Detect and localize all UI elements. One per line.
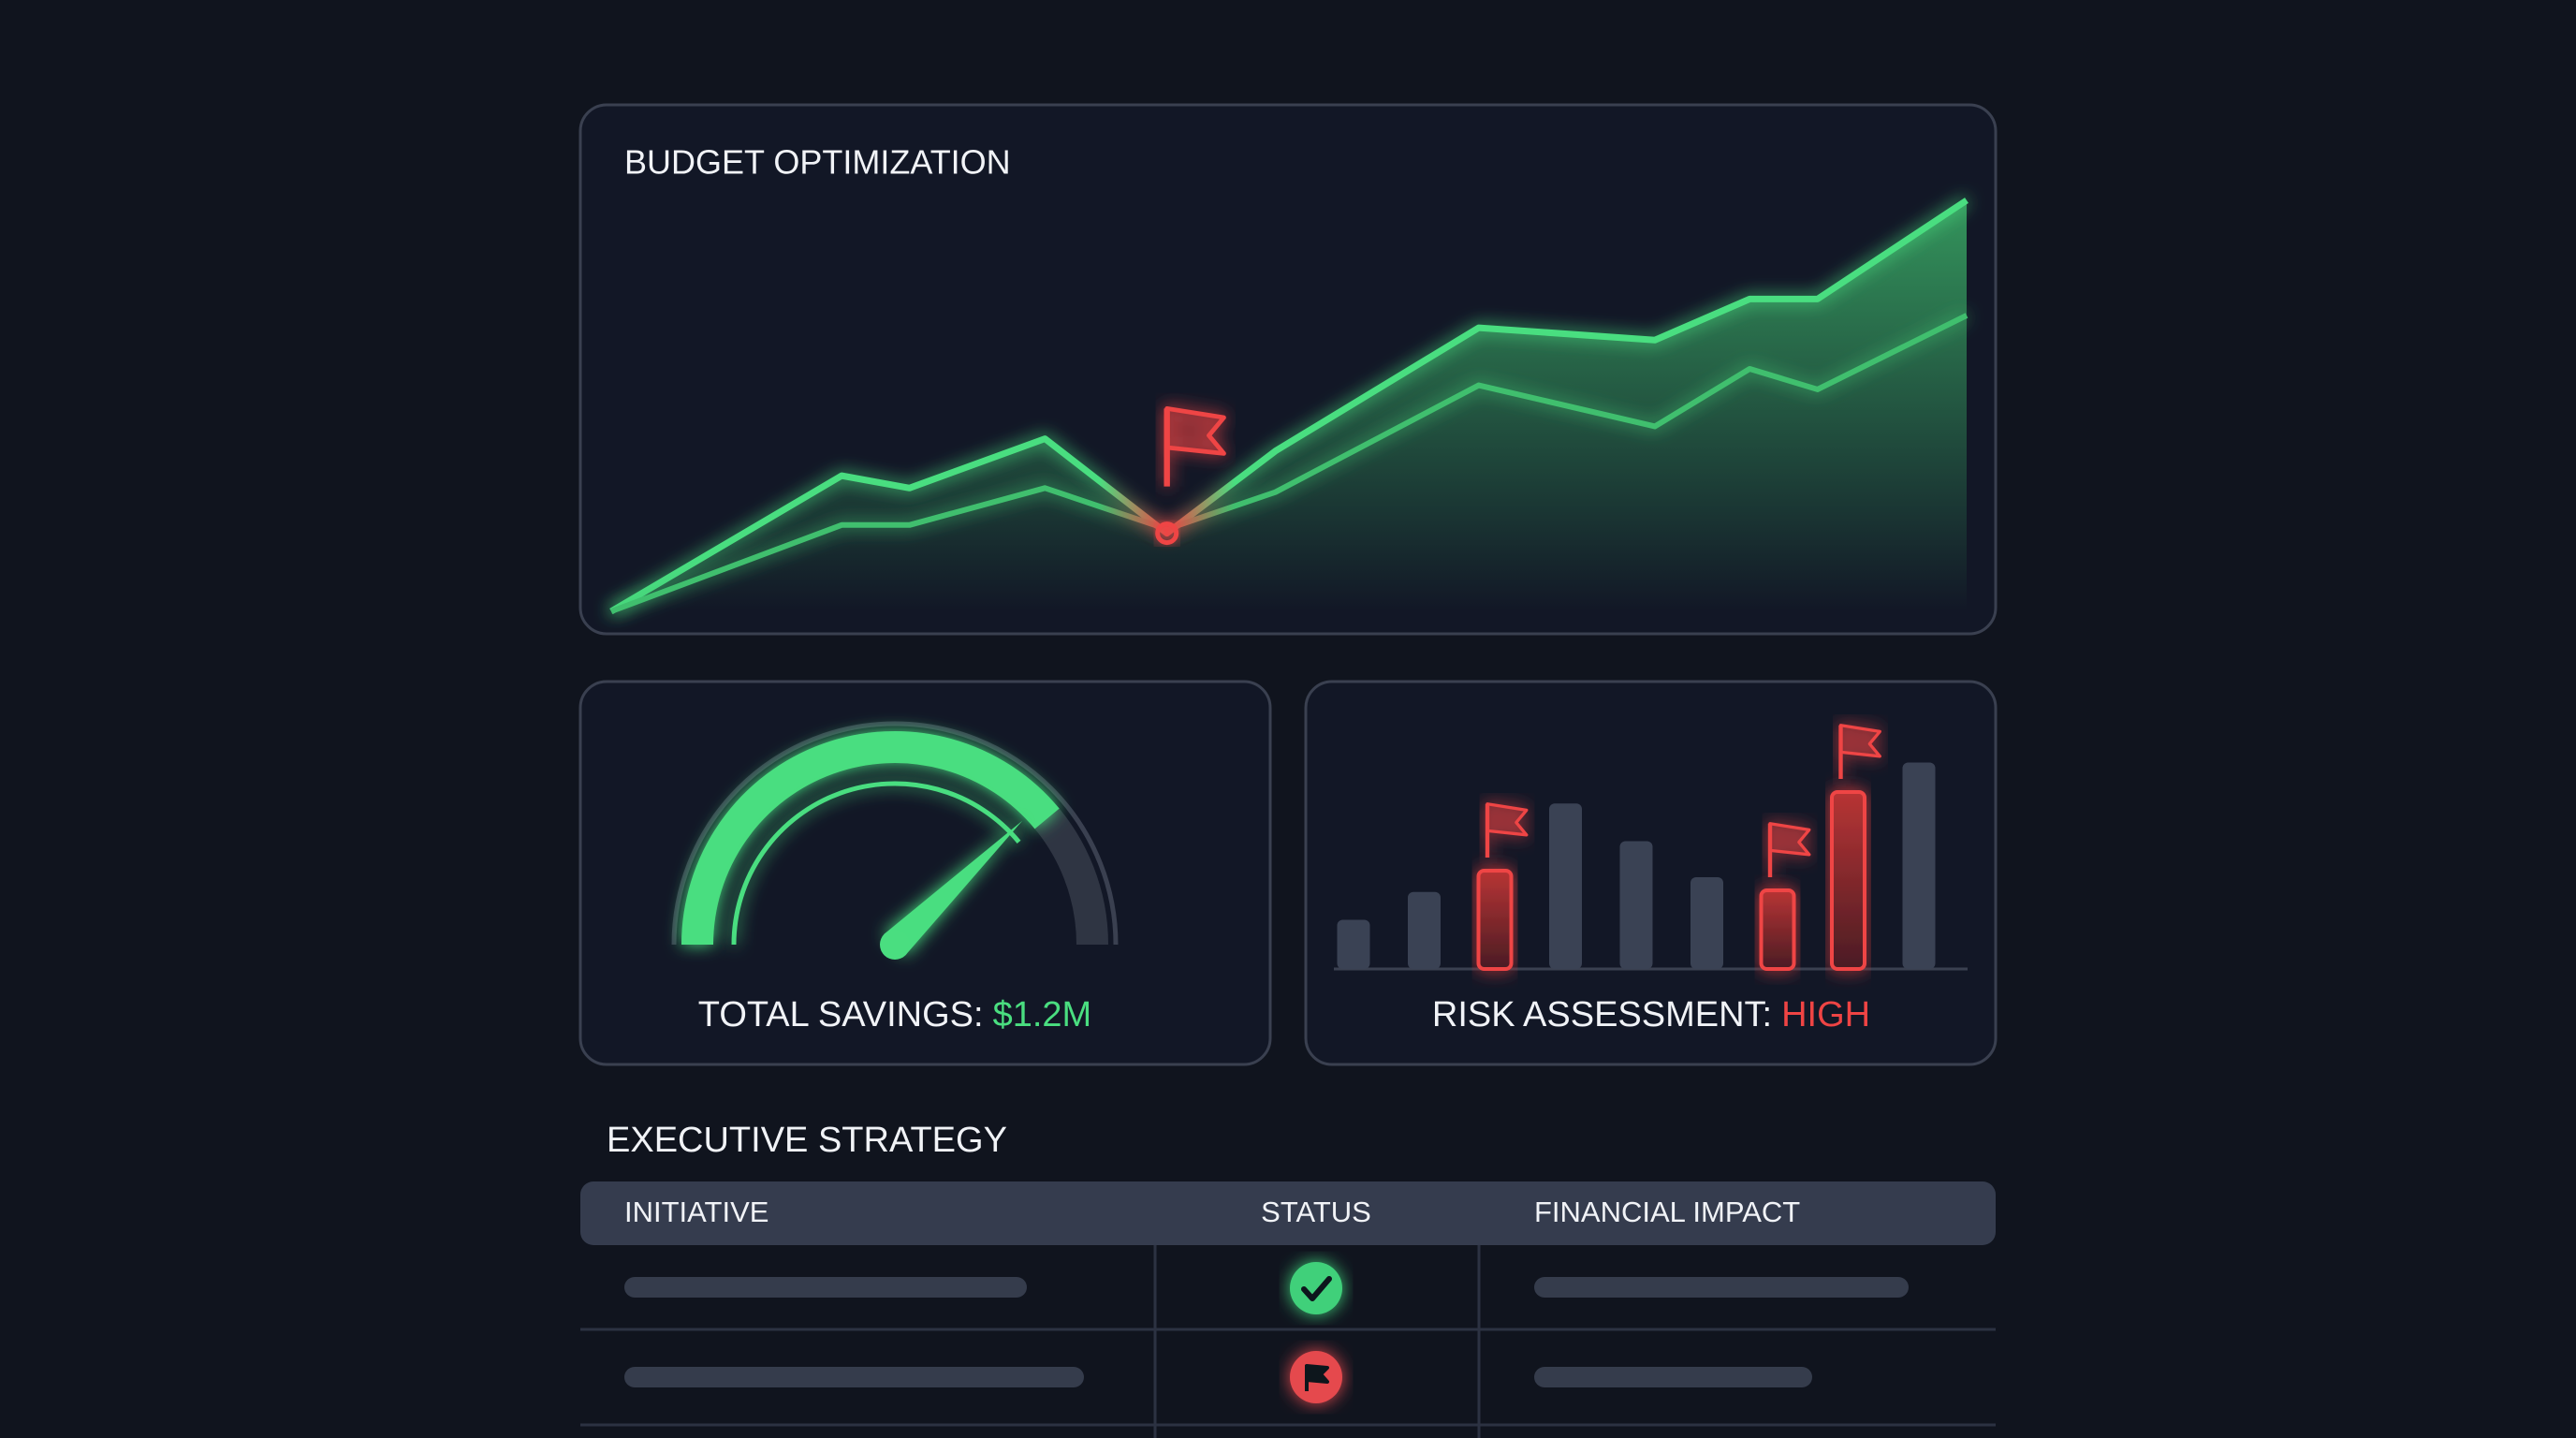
highlight-point [1155, 521, 1179, 546]
bar [1690, 877, 1723, 969]
flag [1838, 724, 1881, 779]
column-header: STATUS [1261, 1196, 1371, 1228]
placeholder [1534, 1367, 1812, 1387]
flag [1485, 802, 1529, 858]
flag [1767, 822, 1811, 877]
bar [1476, 869, 1514, 971]
table-lines [580, 1245, 1996, 1438]
status-flag [1290, 1351, 1342, 1403]
flag [1305, 1364, 1329, 1391]
bar [1619, 841, 1653, 969]
gauge [671, 721, 1119, 960]
panel-title: BUDGET OPTIMIZATION [624, 143, 1011, 182]
savings-value: $1.2M [993, 995, 1092, 1034]
column-header: INITIATIVE [624, 1196, 768, 1228]
bar [1549, 803, 1582, 969]
gauge-arc [681, 731, 1060, 946]
gauge-track [671, 721, 1119, 946]
section-title: EXECUTIVE STRATEGY [607, 1121, 1007, 1160]
placeholder [624, 1367, 1084, 1387]
status-ok [1290, 1262, 1342, 1314]
gauge-needle [884, 820, 1023, 956]
bar [1902, 762, 1936, 969]
flag-cloth [1164, 405, 1226, 456]
risk-label: RISK ASSESSMENT: HIGH [1432, 995, 1870, 1034]
flag-cloth [1768, 822, 1811, 857]
placeholder [624, 1277, 1027, 1298]
line-chart [609, 198, 1969, 615]
table-header [580, 1181, 1996, 1245]
placeholder [1534, 1277, 1909, 1298]
flag-cloth [1486, 802, 1529, 837]
column-header: FINANCIAL IMPACT [1534, 1196, 1800, 1228]
bar [1759, 888, 1796, 971]
savings-label: TOTAL SAVINGS: $1.2M [698, 995, 1091, 1034]
savings-text: TOTAL SAVINGS: [698, 995, 984, 1034]
gauge-hub [880, 930, 910, 960]
risk-value: HIGH [1781, 995, 1870, 1034]
flag [1164, 405, 1226, 487]
area [611, 200, 1967, 611]
bar-chart [1334, 724, 1968, 971]
bar [1337, 919, 1370, 969]
bar [1830, 790, 1866, 971]
flag-cloth [1838, 724, 1881, 758]
line [609, 313, 1969, 614]
risk-text: RISK ASSESSMENT: [1432, 995, 1772, 1034]
bar [1408, 891, 1441, 969]
line [609, 198, 1969, 615]
check [1301, 1276, 1332, 1301]
status-icon [1290, 1262, 1342, 1314]
gauge-inner-arc [731, 781, 1021, 946]
